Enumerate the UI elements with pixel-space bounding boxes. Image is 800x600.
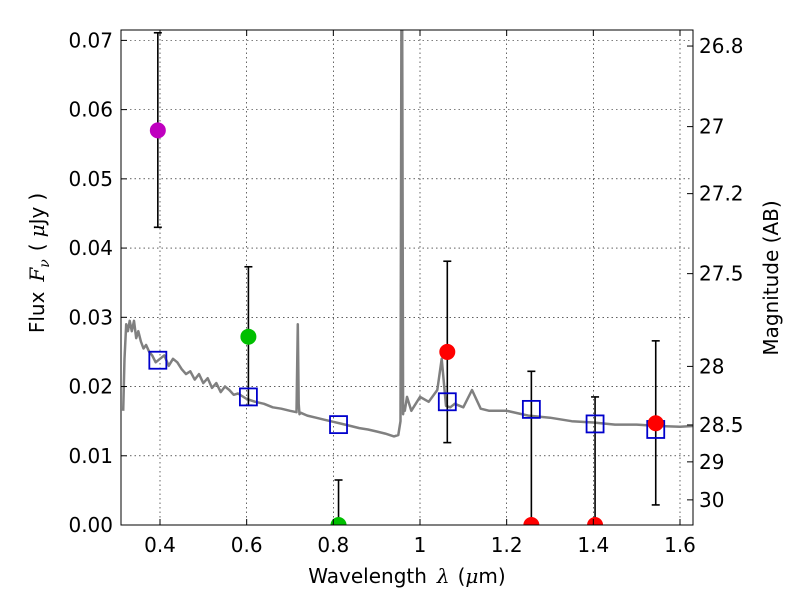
- plot-area: [121, 30, 693, 525]
- y-tick-label: 0.03: [68, 305, 113, 329]
- model-band-square: [148, 350, 168, 370]
- y-tick-label: 0.00: [68, 513, 113, 537]
- y-tick-label: 0.01: [68, 444, 113, 468]
- x-axis-label: Wavelength λ (μm): [308, 564, 505, 588]
- series-layer: [121, 30, 693, 525]
- x-tick-label: 0.8: [317, 533, 349, 557]
- x-tick-label: 1.4: [577, 533, 609, 557]
- y2-tick-label: 28.5: [699, 413, 744, 437]
- y-tick-label: 0.07: [68, 28, 113, 52]
- y2-tick-label: 27: [699, 115, 724, 139]
- x-tick-label: 1.6: [664, 533, 696, 557]
- y-axis-label: FluxFν(μJy): [25, 193, 53, 333]
- y2-tick-label: 28: [699, 354, 724, 378]
- y2-axis-label: Magnitude (AB): [759, 200, 783, 355]
- model-spectrum-line: [121, 30, 693, 438]
- y-tick-label: 0.02: [68, 375, 113, 399]
- model-band-square: [585, 414, 605, 434]
- model-band-square: [329, 415, 348, 435]
- model-band-square: [238, 387, 258, 407]
- y2-tick-label: 30: [699, 488, 724, 512]
- tick-marks: [121, 30, 693, 526]
- y2-tick-label: 27.2: [699, 182, 744, 206]
- x-tick-label: 1.2: [491, 533, 523, 557]
- observed-point: [240, 328, 257, 345]
- observed-point: [330, 517, 347, 525]
- observed-point: [439, 343, 456, 360]
- x-tick-label: 0.4: [144, 533, 176, 557]
- y2-tick-label: 29: [699, 450, 724, 474]
- x-tick-label: 1: [414, 533, 427, 557]
- y-tick-label: 0.06: [68, 98, 113, 122]
- x-tick-label: 0.6: [231, 533, 263, 557]
- observed-point: [523, 517, 540, 525]
- observed-point: [647, 415, 664, 432]
- plot-frame: [120, 29, 694, 526]
- observed-point: [587, 517, 604, 525]
- y-tick-label: 0.05: [68, 167, 113, 191]
- y-tick-label: 0.04: [68, 236, 113, 260]
- y2-tick-label: 26.8: [699, 34, 744, 58]
- grid-lines: [121, 30, 693, 525]
- model-band-square: [437, 392, 457, 412]
- y2-tick-label: 27.5: [699, 262, 744, 286]
- model-band-square: [521, 399, 541, 419]
- observed-point: [149, 122, 166, 139]
